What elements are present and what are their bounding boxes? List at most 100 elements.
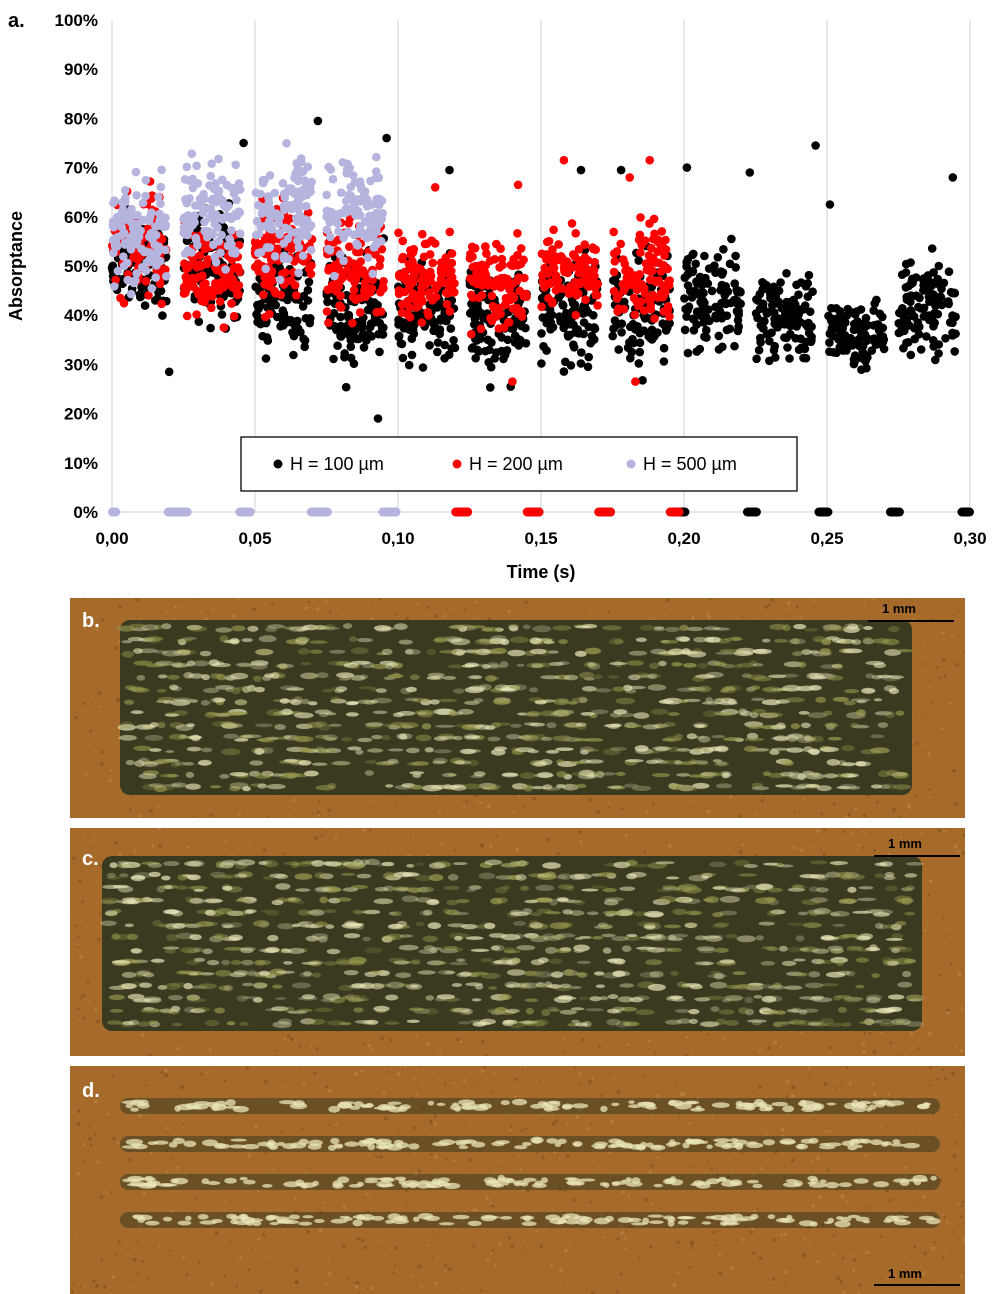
grain	[880, 1031, 883, 1035]
ripple	[223, 676, 240, 681]
grain	[813, 609, 815, 612]
point-s2-c0-54	[119, 261, 129, 271]
ripple	[490, 647, 507, 655]
ripple	[555, 747, 574, 751]
point-s1-c1-15	[215, 297, 225, 306]
grain	[741, 615, 744, 618]
ripple	[400, 722, 419, 729]
ripple	[283, 758, 298, 763]
grain	[862, 1049, 866, 1054]
grain	[231, 601, 233, 603]
ripple	[265, 627, 277, 632]
point-s0-c10-31	[869, 306, 878, 315]
point-s0-c11-104	[916, 304, 926, 313]
ripple	[315, 746, 325, 753]
point-s0-c8-83	[714, 331, 724, 341]
grain	[100, 762, 104, 766]
ripple	[819, 648, 831, 653]
ripple	[481, 784, 502, 789]
ripple	[237, 699, 246, 705]
ripple	[870, 747, 890, 754]
ripple	[761, 699, 781, 706]
grain	[371, 604, 373, 607]
ripple	[815, 696, 827, 703]
grain	[134, 850, 137, 854]
ripple	[200, 747, 213, 753]
point-s2-c0-55	[138, 198, 148, 208]
ripple	[736, 663, 757, 668]
point-s0-c11-51	[948, 331, 957, 340]
point-s2-c1-69	[191, 201, 200, 210]
scale-bar-label-b: 1 mm	[882, 601, 916, 616]
scale-bar-b	[868, 620, 954, 622]
grain	[140, 1033, 145, 1038]
point-s0-c9-90	[765, 287, 775, 296]
ripple	[464, 700, 480, 705]
ripple	[169, 722, 185, 729]
point-s2-c3-98	[325, 246, 335, 255]
grain	[737, 814, 742, 818]
grain	[923, 641, 926, 644]
grain	[262, 848, 267, 853]
ripple	[828, 736, 842, 741]
point-s0-c9-102	[807, 336, 816, 345]
point-s1-c5-45	[492, 239, 501, 249]
ripple	[505, 734, 521, 740]
ripple	[752, 663, 764, 667]
point-s2-c0-95	[146, 212, 155, 221]
grain	[481, 1039, 485, 1044]
ripple	[531, 663, 544, 668]
point-s0-c3-109	[341, 382, 351, 392]
ripple	[870, 734, 885, 739]
point-s1-c6-73	[571, 229, 580, 238]
point-s1-c1-94	[210, 282, 220, 292]
ripple	[320, 626, 340, 630]
ripple	[314, 734, 330, 739]
ripple	[145, 664, 164, 668]
point-s2-c2-103	[305, 183, 315, 192]
grain	[947, 1054, 950, 1056]
ripple	[422, 784, 443, 792]
ripple	[895, 710, 905, 716]
ripple	[424, 747, 435, 753]
grain	[648, 814, 651, 816]
grain	[310, 1044, 313, 1048]
grain	[945, 1011, 949, 1015]
ripple	[752, 676, 772, 682]
grain	[426, 853, 430, 857]
grain	[942, 920, 945, 922]
point-s1-c6-27	[567, 219, 577, 228]
point-s1-c1-54	[182, 264, 191, 274]
grain	[597, 1045, 601, 1048]
ripple	[883, 783, 897, 790]
point-s0-c11-86	[934, 349, 943, 358]
ripple	[493, 699, 511, 705]
point-s0-c6-67	[576, 359, 586, 368]
ripple	[771, 736, 789, 740]
ripple	[364, 770, 374, 776]
ripple	[176, 638, 193, 642]
point-s2-c0-33	[154, 192, 163, 202]
point-s1-c5-76	[474, 293, 484, 303]
point-s1-c7-38	[616, 239, 625, 249]
point-s0-c7-57	[608, 331, 617, 341]
point-s1-c1-92	[186, 276, 196, 286]
ripple	[470, 648, 485, 655]
point-s1-c5-91	[496, 283, 506, 292]
point-s2-c1-71	[222, 211, 232, 221]
ripple	[697, 662, 709, 669]
ripple	[448, 625, 465, 630]
point-s0-c9-80	[786, 300, 796, 310]
ripple	[304, 770, 319, 777]
point-s0-c2-96	[301, 314, 311, 323]
point-s0-c9-106	[758, 278, 767, 287]
point-s0-c10-104	[842, 311, 852, 320]
grain	[914, 794, 917, 797]
grain	[685, 1035, 689, 1039]
ripple	[448, 664, 465, 669]
ripple	[332, 760, 351, 766]
ripple	[545, 749, 560, 754]
ripple	[155, 758, 172, 764]
grain	[116, 598, 119, 600]
ripple	[607, 675, 620, 679]
